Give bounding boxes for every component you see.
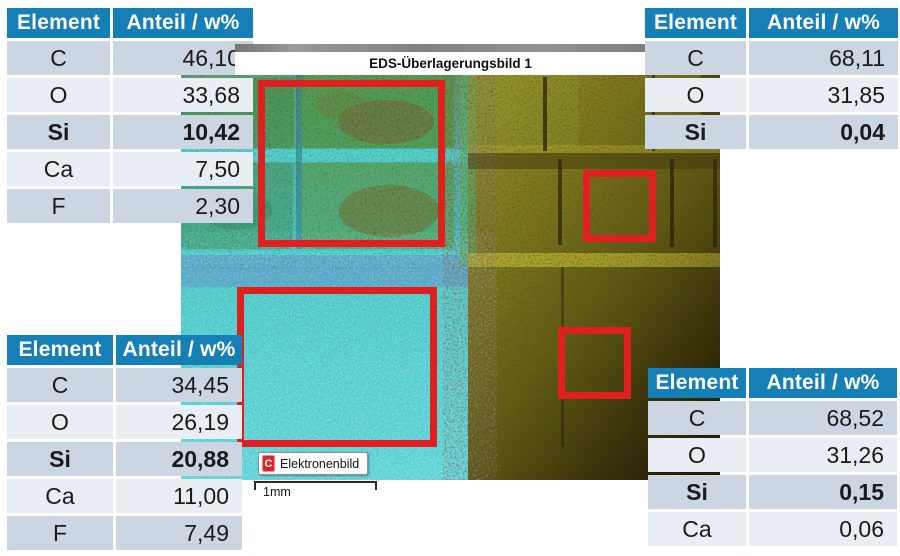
- scale-label: 1mm: [263, 485, 291, 499]
- element-cell: Ca: [7, 479, 113, 513]
- table-header-row: Element Anteil / w%: [7, 8, 253, 38]
- image-top-bar: [235, 44, 720, 52]
- table-row: O 33,68: [7, 78, 253, 112]
- value-cell: 26,19: [116, 405, 242, 439]
- value-cell: 0,04: [749, 115, 898, 149]
- table-row: C 68,52: [648, 401, 897, 435]
- element-cell: O: [7, 78, 110, 112]
- table-row: C 68,11: [645, 41, 898, 75]
- scale-bar: [254, 481, 377, 490]
- element-cell: C: [645, 41, 746, 75]
- column-header-anteil: Anteil / w%: [749, 8, 898, 38]
- highlight-box-1: [258, 80, 445, 247]
- table-row: Si 10,42: [7, 115, 253, 149]
- value-cell: 31,26: [749, 438, 897, 472]
- element-cell: Si: [645, 115, 746, 149]
- value-cell: 68,11: [749, 41, 898, 75]
- column-header-element: Element: [648, 368, 746, 398]
- element-cell: F: [7, 189, 110, 223]
- value-cell: 7,49: [116, 516, 242, 550]
- highlight-box-3: [237, 287, 437, 447]
- image-title: EDS-Überlagerungsbild 1: [369, 56, 532, 71]
- value-cell: 46,10: [113, 41, 253, 75]
- detector-c-icon: C: [262, 455, 275, 472]
- column-header-element: Element: [645, 8, 746, 38]
- table-bottom-right: Element Anteil / w% C 68,52 O 31,26 Si 0,15 Ca 0,…: [648, 368, 897, 549]
- table-row: Si 20,88: [7, 442, 242, 476]
- highlight-box-2: [583, 170, 656, 242]
- table-top-left: Element Anteil / w% C 46,10 O 33,68 Si 10,42 Ca 7…: [7, 8, 253, 226]
- column-header-anteil: Anteil / w%: [749, 368, 897, 398]
- table-row: O 31,85: [645, 78, 898, 112]
- value-cell: 0,06: [749, 512, 897, 546]
- value-cell: 33,68: [113, 78, 253, 112]
- value-cell: 10,42: [113, 115, 253, 149]
- value-cell: 7,50: [113, 152, 253, 186]
- element-cell: F: [7, 516, 113, 550]
- value-cell: 20,88: [116, 442, 242, 476]
- table-header-row: Element Anteil / w%: [7, 335, 242, 365]
- value-cell: 2,30: [113, 189, 253, 223]
- value-cell: 34,45: [116, 368, 242, 402]
- table-header-row: Element Anteil / w%: [648, 368, 897, 398]
- table-row: C 34,45: [7, 368, 242, 402]
- table-row: Ca 7,50: [7, 152, 253, 186]
- element-cell: O: [648, 438, 746, 472]
- table-row: Si 0,15: [648, 475, 897, 509]
- table-bottom-left: Element Anteil / w% C 34,45 O 26,19 Si 20,88 Ca 1…: [7, 335, 242, 553]
- table-row: Si 0,04: [645, 115, 898, 149]
- element-cell: Si: [648, 475, 746, 509]
- column-header-anteil: Anteil / w%: [113, 8, 253, 38]
- table-row: C 46,10: [7, 41, 253, 75]
- value-cell: 68,52: [749, 401, 897, 435]
- table-top-right: Element Anteil / w% C 68,11 O 31,85 Si 0,04: [645, 8, 898, 152]
- eds-overlay-image: C Elektronenbild: [181, 75, 720, 480]
- element-cell: Si: [7, 115, 110, 149]
- value-cell: 31,85: [749, 78, 898, 112]
- table-row: F 2,30: [7, 189, 253, 223]
- table-row: O 26,19: [7, 405, 242, 439]
- element-cell: C: [7, 41, 110, 75]
- highlight-box-4: [558, 327, 631, 399]
- element-cell: O: [7, 405, 113, 439]
- element-cell: Si: [7, 442, 113, 476]
- column-header-element: Element: [7, 335, 113, 365]
- column-header-element: Element: [7, 8, 110, 38]
- value-cell: 11,00: [116, 479, 242, 513]
- detector-label-text: Elektronenbild: [280, 456, 360, 471]
- table-header-row: Element Anteil / w%: [645, 8, 898, 38]
- table-row: Ca 11,00: [7, 479, 242, 513]
- detector-label: C Elektronenbild: [258, 452, 369, 475]
- element-cell: Ca: [648, 512, 746, 546]
- element-cell: Ca: [7, 152, 110, 186]
- column-header-anteil: Anteil / w%: [116, 335, 242, 365]
- table-row: Ca 0,06: [648, 512, 897, 546]
- table-row: F 7,49: [7, 516, 242, 550]
- element-cell: C: [648, 401, 746, 435]
- element-cell: C: [7, 368, 113, 402]
- image-header: EDS-Überlagerungsbild 1: [235, 44, 720, 75]
- table-row: O 31,26: [648, 438, 897, 472]
- element-cell: O: [645, 78, 746, 112]
- value-cell: 0,15: [749, 475, 897, 509]
